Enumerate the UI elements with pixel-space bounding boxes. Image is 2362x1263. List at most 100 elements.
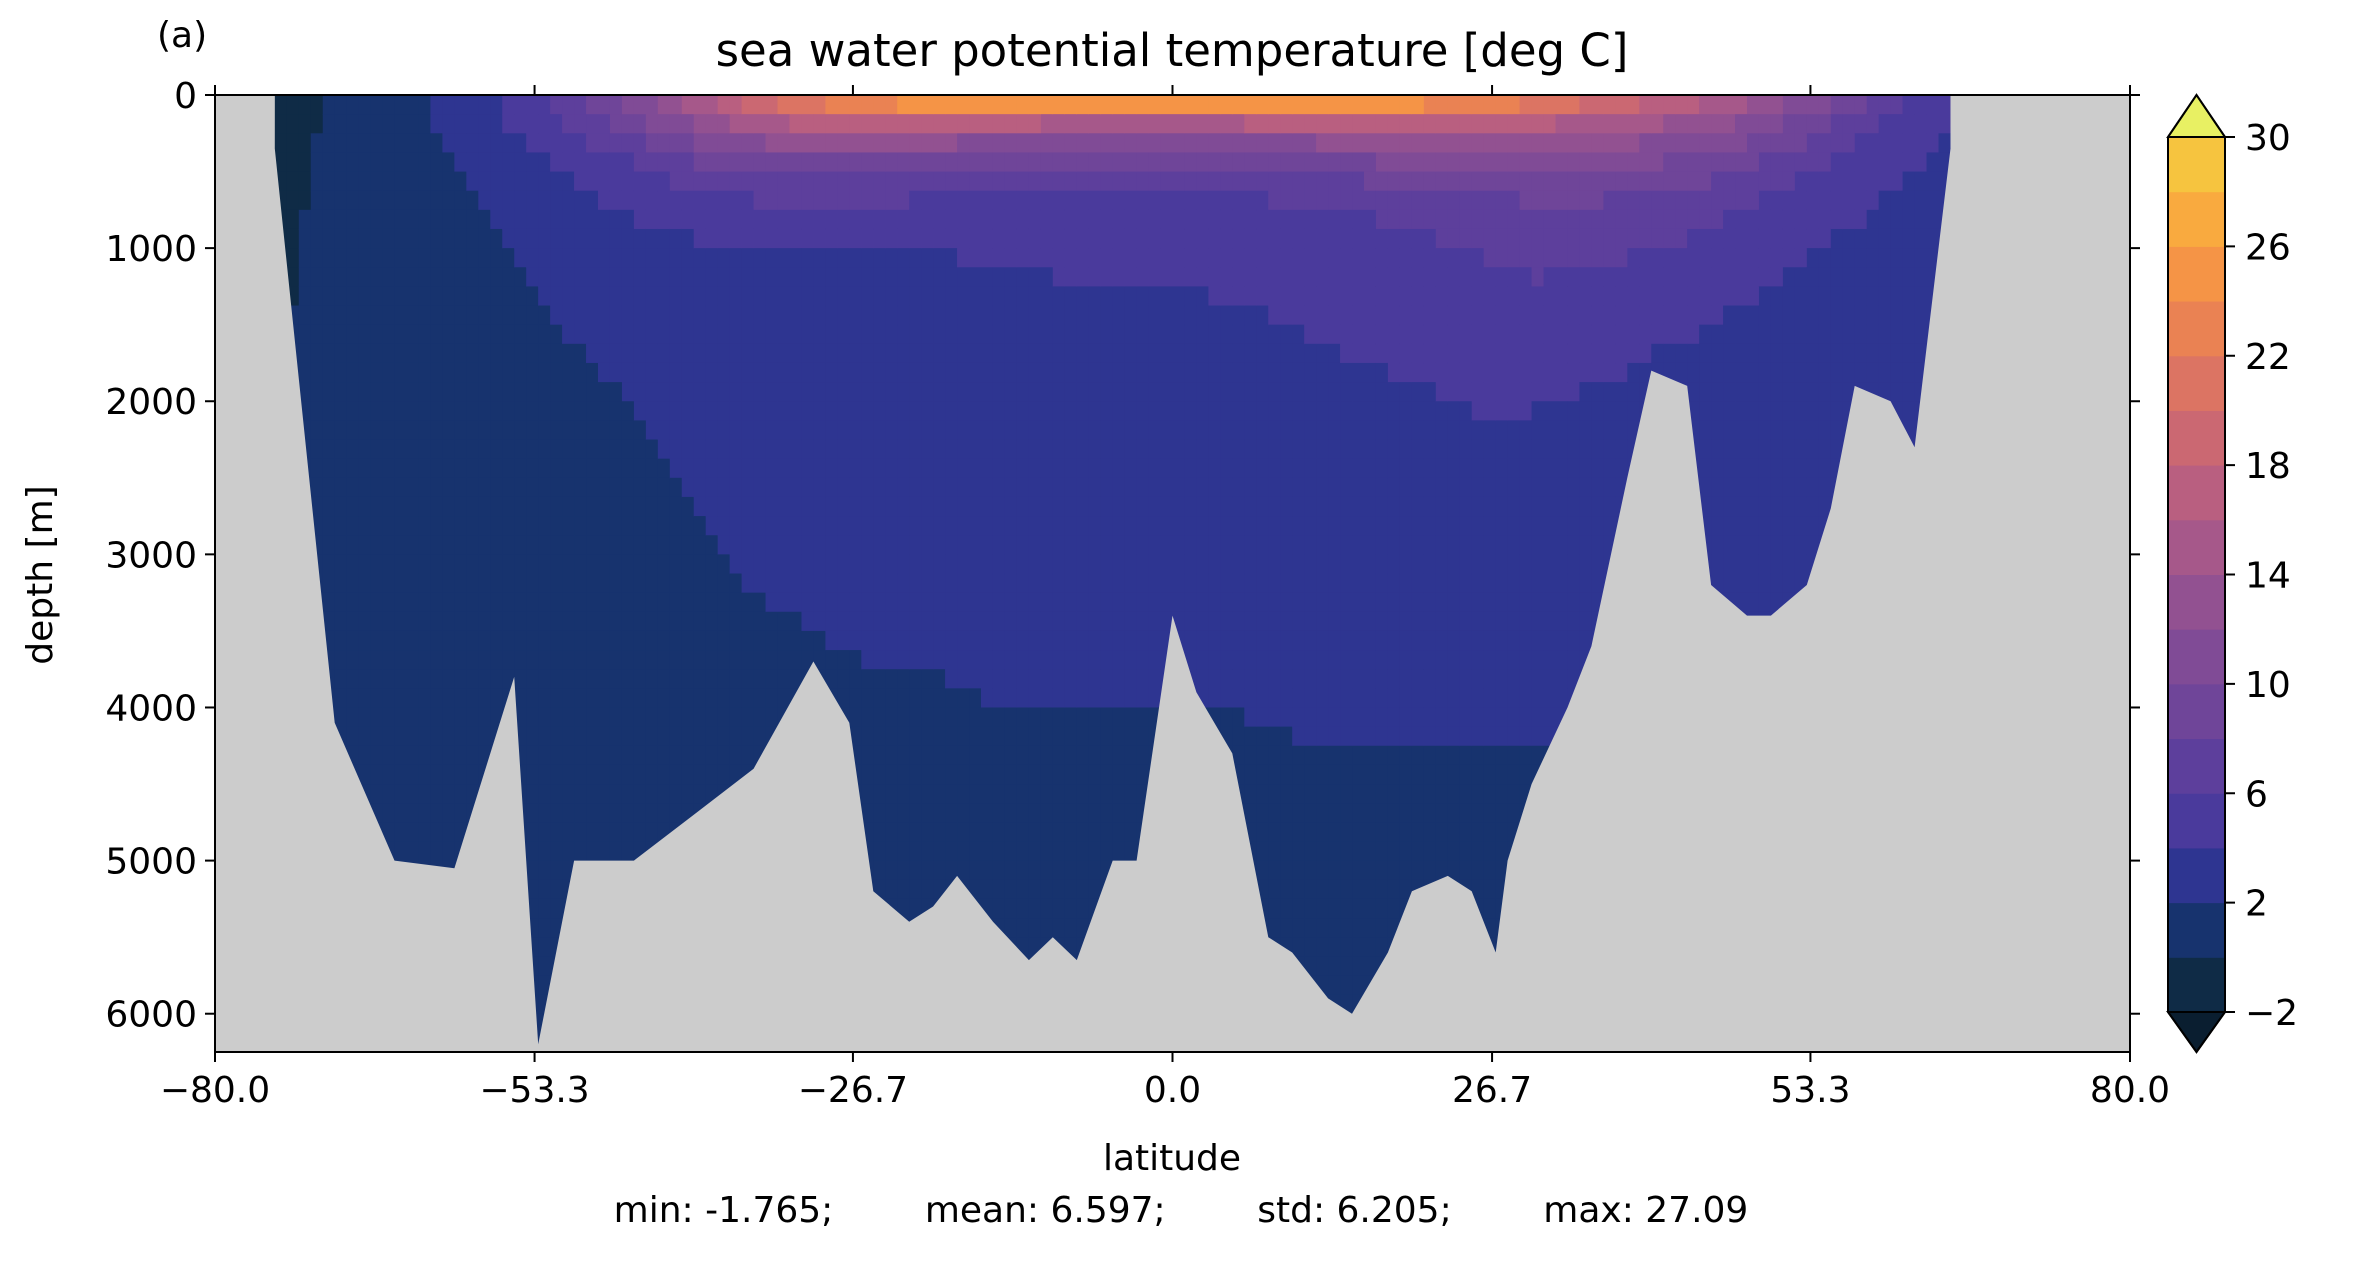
heatmap-cell [1375, 133, 1389, 154]
heatmap-cell [873, 401, 886, 421]
heatmap-cell [789, 267, 803, 287]
heatmap-cell [717, 439, 731, 460]
heatmap-cell [1244, 228, 1257, 249]
heatmap-cell [921, 496, 934, 517]
heatmap-cell [1244, 305, 1257, 326]
heatmap-cell [753, 343, 767, 364]
heatmap-cell [358, 286, 372, 307]
heatmap-cell [1028, 611, 1042, 632]
heatmap-cell [693, 535, 707, 555]
heatmap-cell [514, 324, 527, 345]
heatmap-cell [873, 573, 886, 594]
heatmap-cell [897, 248, 910, 268]
heatmap-cell [598, 573, 611, 594]
heatmap-cell [406, 439, 420, 460]
heatmap-cell [1364, 611, 1377, 632]
heatmap-cell [1411, 554, 1425, 575]
heatmap-cell [550, 133, 563, 154]
heatmap-cell [418, 114, 432, 134]
heatmap-cell [586, 133, 599, 154]
heatmap-cell [1100, 592, 1114, 613]
heatmap-cell [849, 516, 862, 536]
heatmap-cell [1340, 95, 1353, 115]
heatmap-cell [813, 554, 827, 575]
heatmap-cell [861, 133, 874, 154]
heatmap-cell [1375, 439, 1389, 460]
heatmap-cell [562, 305, 575, 326]
heatmap-cell [454, 611, 467, 632]
heatmap-cell [609, 362, 623, 383]
heatmap-cell [717, 228, 731, 249]
heatmap-cell [1232, 745, 1245, 766]
heatmap-cell [837, 382, 850, 402]
heatmap-cell [1208, 343, 1221, 364]
heatmap-cell [897, 573, 910, 594]
heatmap-cell [1316, 630, 1329, 651]
heatmap-cell [693, 286, 707, 307]
heatmap-cell [598, 95, 611, 115]
heatmap-cell [741, 516, 755, 536]
heatmap-cell [669, 133, 683, 154]
heatmap-cell [586, 152, 599, 173]
heatmap-cell [490, 554, 503, 575]
heatmap-cell [1124, 535, 1138, 555]
heatmap-cell [921, 305, 934, 326]
heatmap-cell [550, 764, 563, 785]
heatmap-cell [478, 420, 491, 441]
heatmap-cell [1280, 401, 1293, 421]
heatmap-cell [1028, 267, 1042, 287]
heatmap-cell [645, 248, 659, 268]
heatmap-cell [1328, 133, 1341, 154]
heatmap-cell [849, 611, 862, 632]
heatmap-cell [1268, 918, 1281, 938]
heatmap-cell [933, 707, 946, 728]
heatmap-cell [550, 248, 563, 268]
heatmap-cell [1352, 879, 1365, 900]
heatmap-cell [1244, 669, 1257, 689]
heatmap-cell [992, 324, 1006, 345]
heatmap-cell [1172, 458, 1186, 479]
heatmap-cell [1016, 650, 1030, 670]
heatmap-cell [837, 305, 850, 326]
heatmap-cell [609, 248, 623, 268]
heatmap-cell [1423, 822, 1437, 843]
heatmap-cell [1040, 228, 1054, 249]
heatmap-cell [298, 286, 312, 307]
heatmap-cell [598, 841, 611, 862]
heatmap-cell [1172, 516, 1186, 536]
heatmap-cell [777, 535, 791, 555]
heatmap-cell [1399, 688, 1413, 709]
heatmap-cell [669, 669, 683, 689]
heatmap-cell [969, 114, 982, 134]
heatmap-cell [1052, 707, 1066, 728]
heatmap-cell [645, 401, 659, 421]
heatmap-cell [406, 114, 420, 134]
heatmap-cell [621, 401, 635, 421]
heatmap-cell [957, 822, 970, 843]
heatmap-cell [861, 209, 874, 230]
heatmap-cell [526, 803, 539, 823]
heatmap-cell [358, 228, 372, 249]
heatmap-cell [478, 516, 491, 536]
heatmap-cell [502, 152, 515, 173]
heatmap-cell [1340, 822, 1353, 843]
heatmap-cell [633, 745, 647, 766]
heatmap-cell [1411, 324, 1425, 345]
heatmap-cell [1160, 114, 1174, 134]
heatmap-cell [574, 420, 587, 441]
heatmap-cell [705, 496, 719, 517]
heatmap-cell [933, 688, 946, 709]
heatmap-cell [1244, 382, 1257, 402]
heatmap-cell [992, 228, 1006, 249]
heatmap-cell [969, 650, 982, 670]
heatmap-cell [562, 324, 575, 345]
heatmap-cell [992, 803, 1006, 823]
heatmap-cell [1292, 420, 1305, 441]
heatmap-cell [418, 764, 432, 785]
heatmap-cell [1160, 286, 1174, 307]
heatmap-cell [873, 535, 886, 555]
heatmap-cell [897, 745, 910, 766]
heatmap-cell [1004, 898, 1018, 919]
heatmap-cell [957, 707, 970, 728]
heatmap-cell [621, 209, 635, 230]
